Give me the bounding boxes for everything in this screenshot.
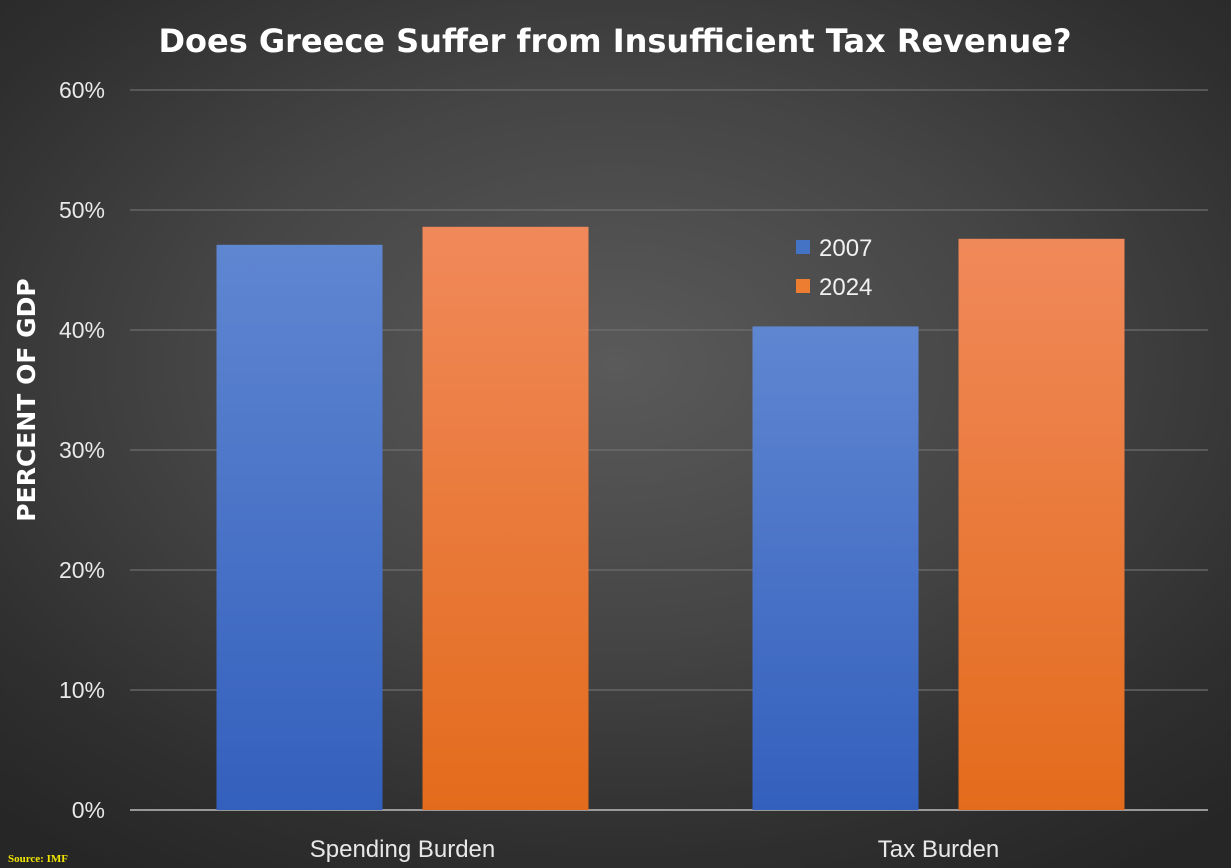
y-tick-label: 60%	[59, 77, 105, 103]
legend: 2007 2024	[796, 235, 872, 301]
x-axis-categories: Spending Burden Tax Burden	[310, 836, 999, 863]
chart-title: Does Greece Suffer from Insufficient Tax…	[158, 22, 1071, 60]
x-category-label: Tax Burden	[878, 836, 999, 863]
y-tick-label: 10%	[59, 677, 105, 703]
bar-2024-tax-burden	[958, 238, 1125, 811]
bar-2024-spending-burden	[422, 226, 589, 811]
bars	[216, 226, 1125, 811]
x-category-label: Spending Burden	[310, 836, 495, 863]
y-axis-ticks: 0% 10% 20% 30% 40% 50% 60%	[59, 77, 105, 823]
legend-swatch-2024	[796, 279, 810, 293]
legend-swatch-2007	[796, 240, 810, 254]
bar-2007-spending-burden	[216, 244, 383, 811]
legend-label-2024: 2024	[819, 274, 872, 301]
y-tick-label: 0%	[72, 797, 105, 823]
bar-2007-tax-burden	[752, 326, 919, 810]
y-tick-label: 20%	[59, 557, 105, 583]
source-note: Source: IMF	[8, 853, 68, 865]
y-tick-label: 30%	[59, 437, 105, 463]
y-tick-label: 50%	[59, 197, 105, 223]
legend-label-2007: 2007	[819, 235, 872, 262]
y-axis-label: PERCENT OF GDP	[12, 278, 41, 521]
y-tick-label: 40%	[59, 317, 105, 343]
